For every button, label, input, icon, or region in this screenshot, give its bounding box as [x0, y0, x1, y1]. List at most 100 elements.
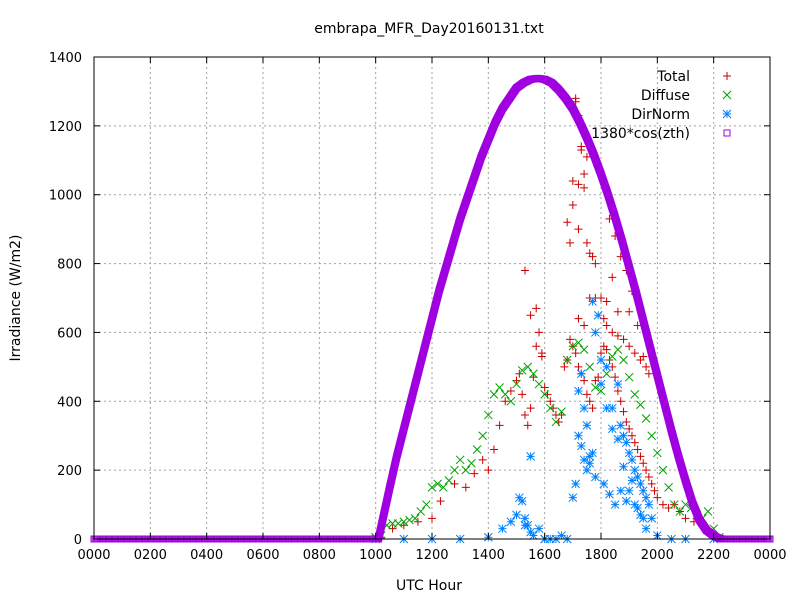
- point-star: [633, 472, 642, 482]
- point-cross: [579, 345, 589, 354]
- point-star: [641, 493, 651, 503]
- point-cross: [500, 390, 510, 399]
- x-tick-label: 1200: [415, 548, 448, 563]
- point-plus: [566, 335, 575, 344]
- x-tick-label: 1000: [359, 548, 392, 563]
- point-cross: [545, 403, 555, 413]
- point-plus: [588, 252, 597, 261]
- point-plus: [591, 259, 600, 268]
- point-cross: [512, 379, 521, 389]
- point-cross: [506, 396, 516, 406]
- point-star: [593, 310, 603, 320]
- y-tick-label: 200: [57, 464, 82, 479]
- point-plus: [608, 328, 617, 337]
- legend-marker-square: [723, 129, 731, 137]
- point-cross: [529, 369, 538, 379]
- point-star: [568, 493, 578, 503]
- x-tick-label: 0200: [134, 548, 167, 563]
- x-axis-label: UTC Hour: [396, 578, 462, 594]
- point-star: [576, 441, 586, 451]
- point-star: [641, 524, 651, 534]
- point-star: [607, 403, 617, 413]
- point-plus: [512, 376, 521, 385]
- point-star: [602, 403, 611, 413]
- point-plus: [613, 307, 622, 316]
- point-plus: [574, 314, 583, 323]
- point-plus: [574, 180, 583, 189]
- point-star: [596, 379, 606, 389]
- point-plus: [428, 514, 436, 523]
- point-star: [571, 479, 581, 489]
- x-tick-label: 0400: [190, 548, 223, 563]
- axis-ticks: 0000 0200 0400 0600 0800 1000 1200 1400 1600 1800…: [49, 51, 787, 563]
- legend-marker-plus: [723, 72, 731, 80]
- point-plus: [608, 273, 617, 282]
- point-plus: [602, 345, 611, 354]
- point-plus: [627, 431, 636, 440]
- point-cross: [647, 431, 657, 441]
- point-cross: [636, 400, 645, 410]
- point-plus: [597, 349, 605, 358]
- x-tick-label: 0800: [303, 548, 336, 563]
- point-plus: [630, 349, 639, 358]
- point-plus: [650, 486, 659, 495]
- point-star: [607, 424, 617, 434]
- x-tick-label: 0600: [246, 548, 279, 563]
- legend: Total Diffuse DirNorm 1380*cos(zth): [591, 69, 732, 142]
- point-plus: [633, 445, 642, 454]
- point-cross: [483, 410, 493, 420]
- point-star: [529, 531, 538, 540]
- point-star: [576, 369, 586, 379]
- point-star: [616, 486, 626, 496]
- point-cross: [472, 445, 482, 454]
- y-tick-label: 800: [57, 258, 82, 273]
- point-star: [644, 500, 654, 509]
- point-plus: [602, 297, 611, 306]
- point-star: [579, 455, 589, 465]
- point-cross: [585, 362, 595, 372]
- point-star: [517, 496, 527, 506]
- point-cross: [551, 417, 561, 427]
- point-plus: [529, 373, 538, 382]
- point-cross: [393, 519, 403, 528]
- point-cross: [467, 458, 476, 468]
- point-plus: [461, 483, 470, 492]
- series-layer: [90, 74, 774, 544]
- point-star: [588, 297, 597, 306]
- series-3: [90, 74, 774, 543]
- point-plus: [681, 514, 690, 523]
- point-star: [520, 513, 530, 523]
- point-cross: [405, 515, 414, 525]
- point-plus: [625, 307, 634, 316]
- point-plus: [580, 376, 589, 385]
- point-plus: [568, 201, 577, 210]
- chart-title: embrapa_MFR_Day20160131.txt: [314, 21, 544, 37]
- point-star: [636, 510, 645, 520]
- point-cross: [495, 383, 504, 392]
- point-cross: [613, 345, 623, 354]
- point-plus: [625, 424, 634, 433]
- point-plus: [602, 321, 611, 330]
- point-star: [520, 520, 530, 530]
- point-plus: [520, 411, 529, 420]
- point-plus: [647, 479, 656, 488]
- point-plus: [580, 321, 589, 330]
- y-tick-label: 1000: [49, 189, 82, 204]
- point-plus: [563, 218, 572, 227]
- point-star: [599, 479, 609, 489]
- point-cross: [540, 390, 550, 399]
- point-cross: [641, 414, 651, 423]
- point-star: [621, 438, 631, 447]
- point-plus: [613, 331, 622, 340]
- point-star: [613, 434, 623, 444]
- point-cross: [669, 500, 679, 509]
- point-plus: [520, 266, 529, 275]
- y-tick-label: 0: [74, 533, 82, 548]
- point-plus: [535, 328, 544, 337]
- point-cross: [619, 355, 628, 365]
- point-plus: [625, 342, 634, 351]
- x-tick-label: 1400: [472, 548, 505, 563]
- x-tick-label: 1800: [584, 548, 617, 563]
- point-cross: [652, 448, 662, 458]
- point-cross: [461, 465, 471, 475]
